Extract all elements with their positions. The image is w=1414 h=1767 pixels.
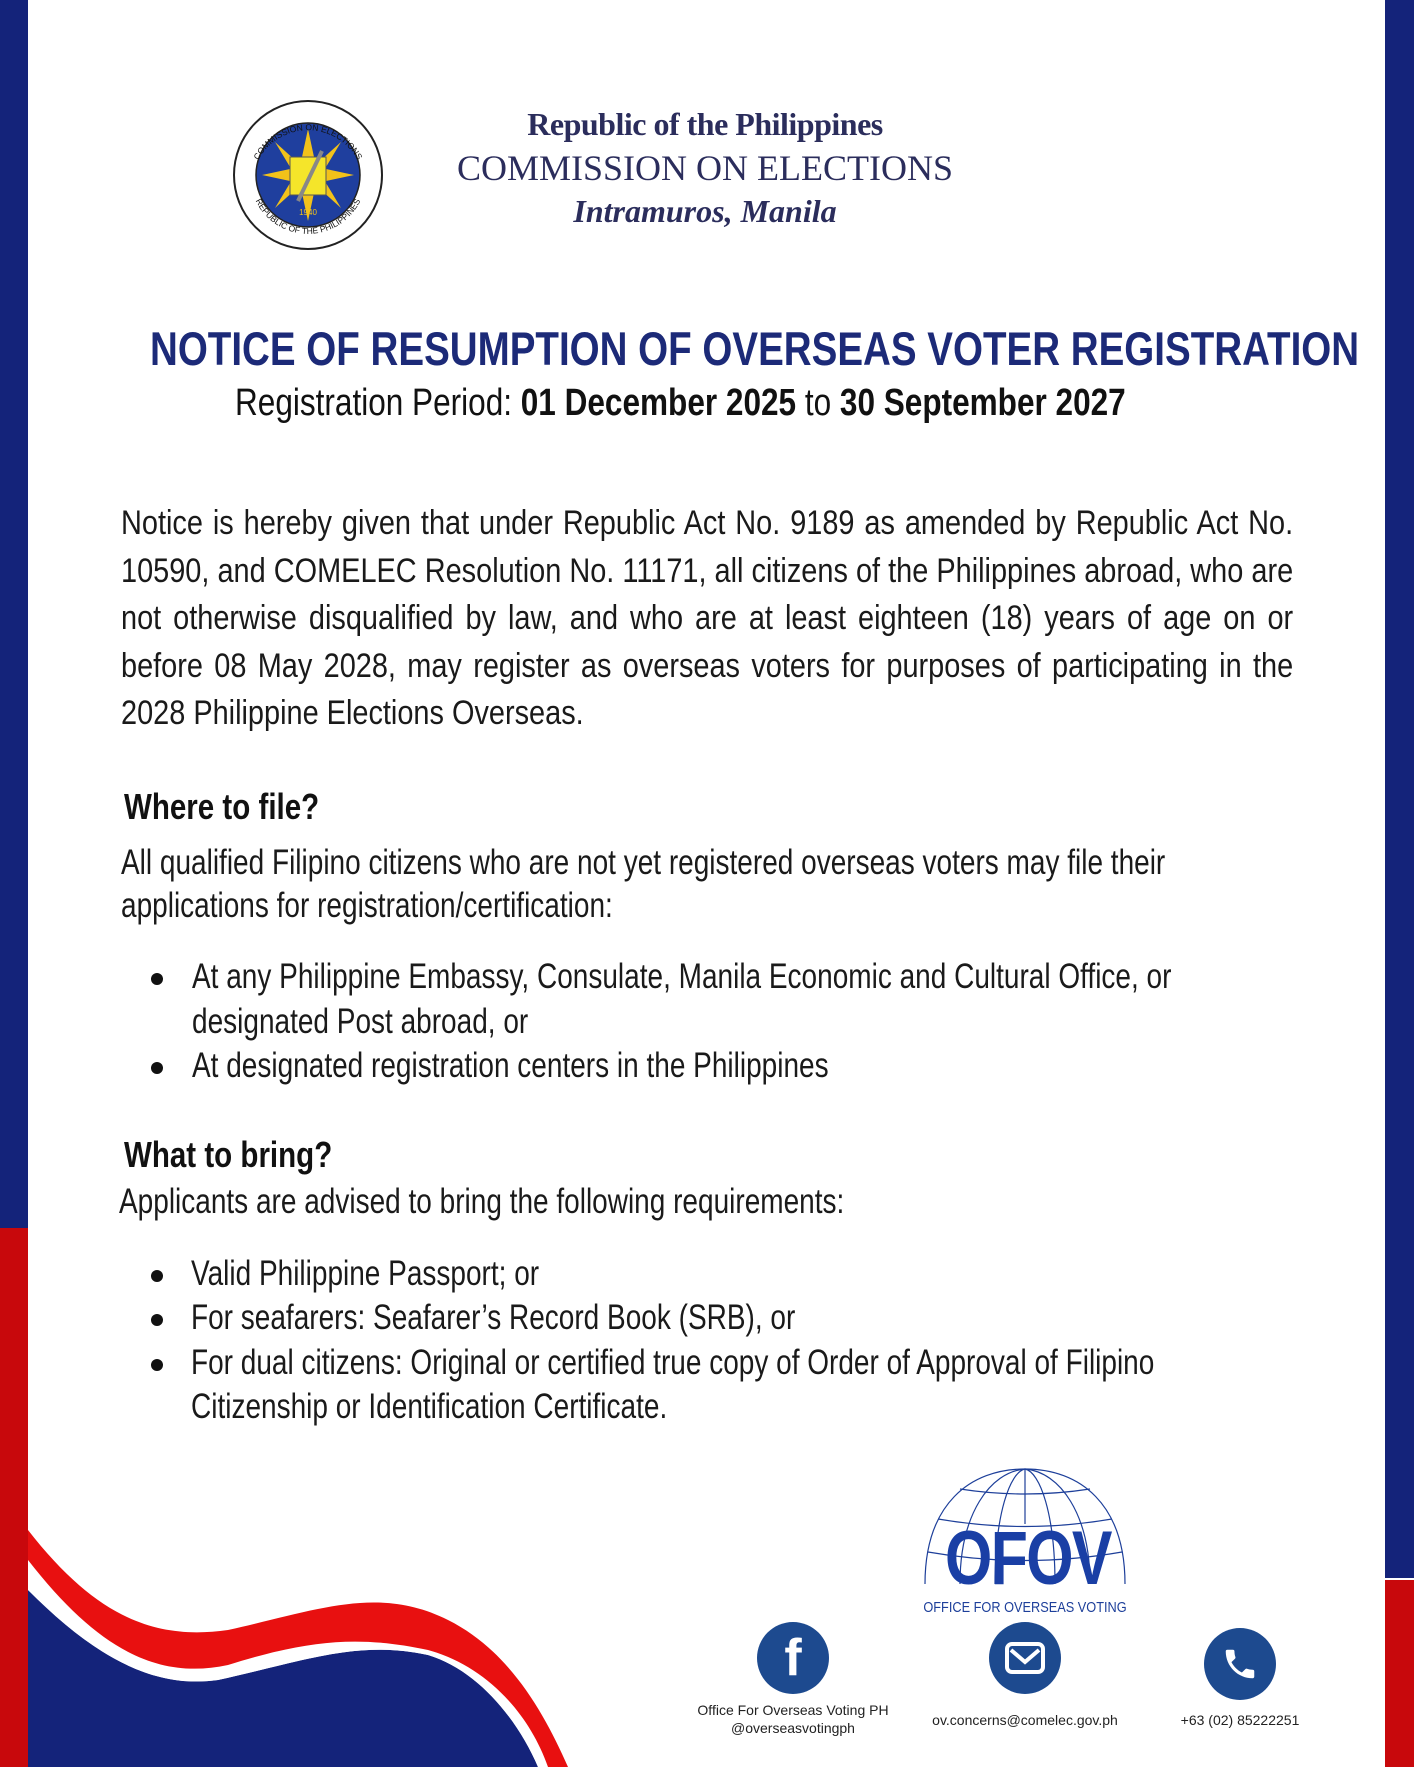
what-item-3: For dual citizens: Original or certified…: [191, 1343, 1155, 1382]
header-location: Intramuros, Manila: [573, 193, 837, 229]
what-heading: What to bring?: [124, 1134, 333, 1175]
what-item-2: For seafarers: Seafarer’s Record Book (S…: [191, 1298, 796, 1337]
what-item-1: Valid Philippine Passport; or: [191, 1254, 540, 1293]
notice-title: NOTICE OF RESUMPTION OF OVERSEAS VOTER R…: [150, 322, 1360, 375]
where-item-1-cont: designated Post abroad, or: [192, 1002, 529, 1041]
bullet-icon: [151, 1062, 163, 1074]
what-text: Applicants are advised to bring the foll…: [119, 1182, 845, 1221]
where-item-2: At designated registration centers in th…: [192, 1046, 829, 1085]
facebook-name[interactable]: Office For Overseas Voting PH: [697, 1702, 889, 1718]
header-comelec: COMMISSION ON ELECTIONS: [456, 148, 954, 188]
phone-number[interactable]: +63 (02) 85222251: [1180, 1712, 1300, 1728]
ofov-globe-logo: [924, 1468, 1126, 1585]
where-item-1: At any Philippine Embassy, Consulate, Ma…: [192, 957, 1172, 996]
bullet-icon: [151, 1359, 163, 1371]
right-blue-bar: [1385, 0, 1414, 1578]
where-text-line2: applications for registration/certificat…: [121, 886, 613, 925]
intro-paragraph: Notice is hereby given that under Republ…: [121, 500, 1293, 738]
ofov-name: OFFICE FOR OVERSEAS VOTING: [923, 1599, 1127, 1616]
registration-period: Registration Period: 01 December 2025 to…: [235, 381, 1126, 425]
ofov-acronym: OFOV: [945, 1516, 1112, 1601]
left-blue-bar: [0, 0, 28, 1228]
right-red-bar: [1385, 1580, 1414, 1767]
what-item-3-cont: Citizenship or Identification Certificat…: [191, 1387, 668, 1426]
flag-wave-decoration: [28, 1530, 568, 1767]
comelec-seal-logo: 1940 COMMISSION ON ELECTIONS REPUBLIC OF…: [233, 100, 383, 250]
where-text-line1: All qualified Filipino citizens who are …: [121, 843, 1166, 882]
period-end: 30 September 2027: [839, 382, 1126, 424]
email-icon[interactable]: [989, 1622, 1061, 1694]
period-label: Registration Period:: [235, 382, 521, 424]
bullet-icon: [151, 1270, 163, 1282]
bullet-icon: [151, 1314, 163, 1326]
left-red-bar: [0, 1228, 28, 1767]
where-heading: Where to file?: [124, 786, 320, 827]
email-address[interactable]: ov.concerns@comelec.gov.ph: [932, 1712, 1118, 1728]
phone-icon[interactable]: [1204, 1628, 1276, 1700]
period-to: to: [796, 382, 840, 424]
facebook-icon[interactable]: f: [757, 1622, 829, 1694]
seal-year: 1940: [299, 208, 317, 217]
intro-text: Notice is hereby given that under Republ…: [121, 504, 1294, 732]
period-start: 01 December 2025: [520, 382, 797, 424]
header-republic: Republic of the Philippines: [527, 106, 883, 142]
bullet-icon: [151, 973, 163, 985]
facebook-handle[interactable]: @overseasvotingph: [731, 1720, 855, 1736]
